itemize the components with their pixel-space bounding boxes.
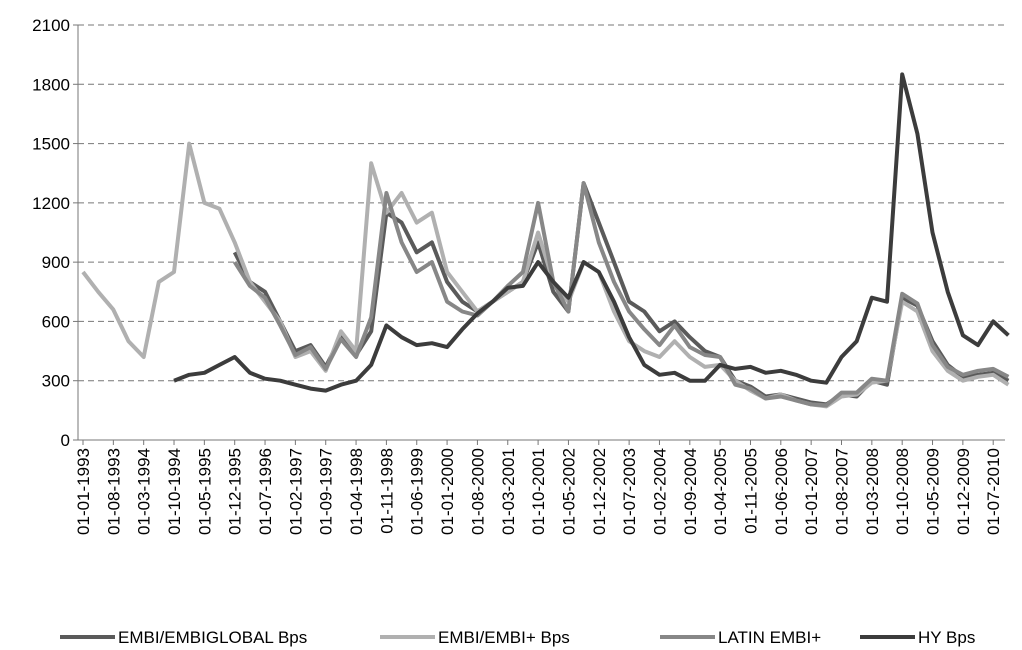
legend-label: HY Bps <box>918 628 975 647</box>
series-line <box>81 141 1010 409</box>
x-tick-label: 01-01-2000 <box>438 448 457 535</box>
x-tick-label: 01-02-1997 <box>286 448 305 535</box>
x-tick-label: 01-07-2003 <box>620 448 639 535</box>
y-tick-label: 600 <box>42 312 70 331</box>
y-tick-label: 900 <box>42 253 70 272</box>
x-tick-label: 01-08-2007 <box>833 448 852 535</box>
x-tick-label: 01-08-1993 <box>104 448 123 535</box>
x-tick-label: 01-06-1999 <box>408 448 427 535</box>
x-tick-label: 01-04-1998 <box>347 448 366 535</box>
x-tick-label: 01-10-2001 <box>529 448 548 535</box>
y-tick-label: 2100 <box>32 16 70 35</box>
y-tick-label: 1500 <box>32 135 70 154</box>
x-tick-label: 01-03-2008 <box>863 448 882 535</box>
x-tick-label: 01-03-1994 <box>135 448 154 535</box>
x-tick-label: 01-09-1997 <box>317 448 336 535</box>
x-tick-label: 01-12-2009 <box>954 448 973 535</box>
x-tick-label: 01-10-2008 <box>893 448 912 535</box>
series-line <box>173 72 1010 393</box>
series-line <box>233 181 1010 408</box>
legend-label: EMBI/EMBI+ Bps <box>438 628 570 647</box>
y-tick-label: 1800 <box>32 75 70 94</box>
x-tick-label: 01-09-2004 <box>681 448 700 535</box>
x-tick-label: 01-07-1996 <box>256 448 275 535</box>
y-tick-label: 1200 <box>32 194 70 213</box>
x-tick-label: 01-06-2006 <box>772 448 791 535</box>
x-tick-label: 01-12-1995 <box>226 448 245 535</box>
legend-label: LATIN EMBI+ <box>718 628 821 647</box>
x-tick-label: 01-05-1995 <box>195 448 214 535</box>
x-tick-label: 01-11-2005 <box>741 448 760 534</box>
x-tick-label: 01-11-1998 <box>377 448 396 534</box>
x-tick-label: 01-10-1994 <box>165 448 184 535</box>
x-tick-label: 01-05-2009 <box>924 448 943 535</box>
x-tick-label: 01-08-2000 <box>468 448 487 535</box>
x-tick-label: 01-12-2002 <box>590 448 609 535</box>
x-tick-label: 01-07-2010 <box>984 448 1003 535</box>
x-tick-label: 01-03-2001 <box>499 448 518 535</box>
x-tick-label: 01-01-2007 <box>802 448 821 535</box>
x-tick-label: 01-01-1993 <box>74 448 93 535</box>
y-tick-label: 0 <box>61 431 70 450</box>
legend-label: EMBI/EMBIGLOBAL Bps <box>118 628 307 647</box>
x-tick-label: 01-05-2002 <box>559 448 578 535</box>
x-tick-label: 01-02-2004 <box>650 448 669 535</box>
y-tick-label: 300 <box>42 372 70 391</box>
x-tick-label: 01-04-2005 <box>711 448 730 535</box>
